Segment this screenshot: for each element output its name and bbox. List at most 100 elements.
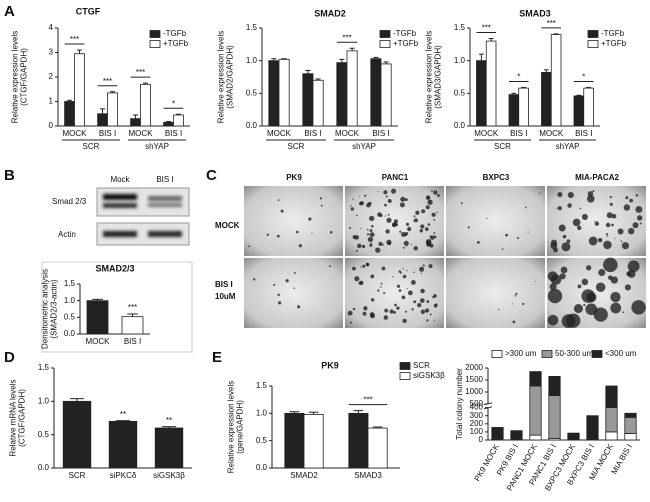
panel-label: E <box>212 349 222 366</box>
colony <box>329 231 333 234</box>
colony <box>419 298 425 304</box>
bar <box>62 400 92 469</box>
y-tick-label: 1.0 <box>256 408 268 417</box>
colony <box>399 202 405 208</box>
bar <box>140 83 151 127</box>
colony <box>417 303 422 308</box>
colony <box>266 233 269 236</box>
y-tick-label: 1.5 <box>64 279 76 288</box>
colony <box>603 240 612 250</box>
colony <box>522 302 525 306</box>
colony <box>422 264 425 267</box>
y-axis-label: (SMAD3/GAPDH) <box>434 45 443 109</box>
y-axis-label: Densitometric analysis <box>41 269 50 349</box>
x-tick-label: MOCK <box>267 129 292 138</box>
colony <box>426 239 432 245</box>
colony <box>623 204 631 211</box>
legend-swatch <box>379 40 391 48</box>
legend-label: +TGFb <box>393 39 419 48</box>
y-axis-label: (gene/GAPDH) <box>236 400 245 454</box>
colony <box>420 309 426 314</box>
colony <box>497 308 500 311</box>
colony <box>586 292 597 303</box>
colony <box>486 217 488 220</box>
colony <box>354 235 360 240</box>
colony <box>385 195 388 198</box>
band <box>148 231 182 237</box>
legend-swatch <box>587 30 599 38</box>
colony <box>433 219 436 221</box>
colony <box>557 191 563 198</box>
colony <box>328 265 331 268</box>
group-label: SCR <box>288 142 305 151</box>
colony <box>413 215 416 218</box>
colony <box>433 190 438 195</box>
colony <box>386 217 392 223</box>
y-axis-label: Relative mRNA levels <box>9 380 18 457</box>
colony <box>581 213 588 220</box>
blot-lane-label: BIS I <box>156 175 173 184</box>
colony <box>632 222 639 229</box>
colony <box>347 310 353 316</box>
y-tick-label: 1500 <box>465 375 483 384</box>
bar <box>491 427 504 441</box>
y-axis-label: Total colony number <box>455 368 464 440</box>
y-tick-label: 300 <box>470 411 484 420</box>
band <box>103 203 137 208</box>
bar <box>268 60 280 127</box>
inset-frame <box>41 261 193 353</box>
colony <box>389 309 394 314</box>
bar <box>586 415 599 441</box>
colony <box>370 242 373 245</box>
colony <box>400 196 406 202</box>
colony <box>403 240 409 246</box>
colony <box>514 295 517 297</box>
bar <box>74 53 85 127</box>
group-label: SCR <box>494 142 511 151</box>
colony <box>635 205 643 213</box>
y-tick-label: 1.0 <box>246 56 258 65</box>
bar <box>86 300 109 335</box>
bar <box>518 87 529 127</box>
colony <box>431 190 433 192</box>
y-axis-label: (SMAD2/3-actin) <box>50 279 59 338</box>
bar <box>605 385 618 409</box>
micrograph-column-label: PK9 <box>286 173 302 182</box>
band <box>103 194 137 200</box>
colony <box>387 241 392 246</box>
colony <box>572 218 581 227</box>
colony <box>566 239 571 244</box>
colony <box>378 241 383 247</box>
blot-row-label: Actin <box>58 230 76 239</box>
legend-label: SCR <box>413 361 430 370</box>
colony <box>558 224 566 232</box>
x-tick-label: MOCK <box>63 129 88 138</box>
bar <box>485 40 497 127</box>
colony <box>320 204 323 207</box>
x-tick-label: SMAD3 <box>354 471 382 480</box>
legend-swatch <box>149 30 161 38</box>
group-label: shYAP <box>352 142 376 151</box>
y-tick-label: 1.5 <box>454 23 466 32</box>
colony <box>383 291 386 295</box>
bar <box>367 427 388 469</box>
colony <box>429 313 432 316</box>
colony <box>387 213 390 216</box>
y-tick-label: 2000 <box>465 363 483 372</box>
colony <box>420 272 423 274</box>
colony <box>349 227 352 230</box>
colony <box>393 310 397 314</box>
bar <box>303 414 324 469</box>
y-tick-label: 0.5 <box>38 430 50 439</box>
y-tick-label: 1.5 <box>38 363 50 372</box>
y-tick-label: 0.0 <box>38 463 50 472</box>
colony <box>636 215 643 221</box>
bar <box>163 121 174 127</box>
colony <box>562 234 567 239</box>
colony <box>401 231 406 237</box>
colony <box>384 215 386 217</box>
colony <box>367 236 374 243</box>
bar <box>548 395 561 439</box>
colony <box>392 275 394 278</box>
bar <box>370 58 382 127</box>
